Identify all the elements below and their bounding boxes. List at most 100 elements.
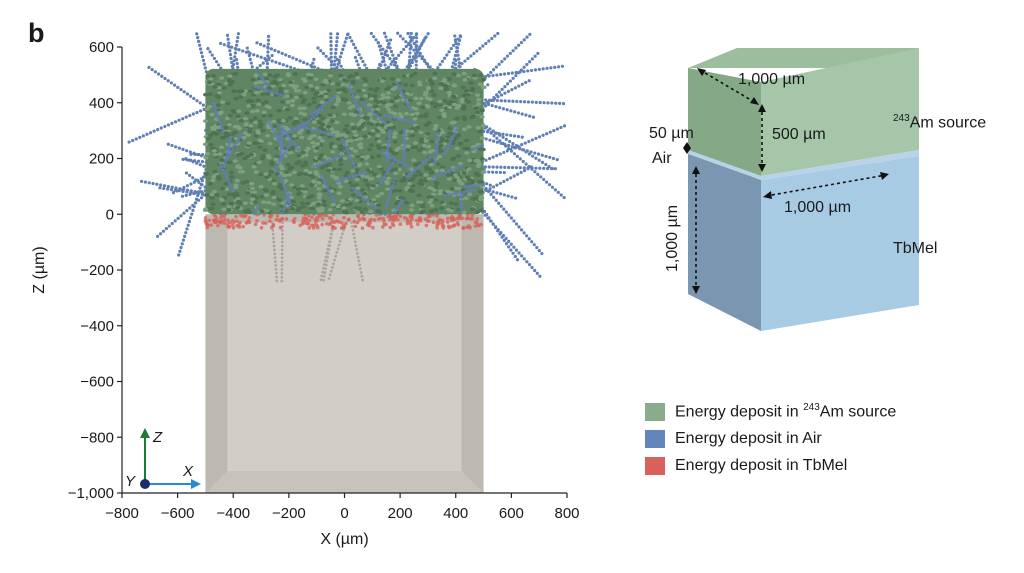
air-point: [182, 90, 186, 94]
air-point: [507, 213, 511, 217]
air-point: [522, 65, 526, 69]
tbmel-point: [374, 213, 379, 217]
air-point: [363, 63, 367, 67]
block-track-point: [358, 263, 362, 267]
air-point: [531, 154, 535, 158]
air-point: [526, 100, 531, 104]
air-point: [233, 46, 237, 51]
source-point: [439, 165, 446, 169]
air-point: [190, 212, 194, 216]
air-point: [554, 101, 558, 105]
air-point: [499, 204, 503, 208]
air-point: [496, 31, 500, 36]
air-point: [409, 31, 413, 36]
block-track-point: [280, 264, 284, 267]
air-point: [353, 46, 358, 50]
air-point: [513, 86, 517, 90]
tbmel-point: [378, 216, 383, 221]
air-point: [527, 263, 532, 267]
tbmel-point: [390, 215, 394, 219]
air-point: [494, 65, 498, 69]
air-point: [350, 39, 354, 43]
block-track-point: [280, 236, 284, 240]
air-point: [525, 62, 529, 67]
air-point: [298, 59, 302, 63]
air-point: [487, 157, 492, 161]
air-point: [399, 50, 403, 54]
air-point: [551, 156, 556, 161]
block-track-point: [322, 278, 325, 282]
air-point: [302, 60, 306, 65]
air-point: [493, 34, 497, 38]
air-point: [150, 67, 154, 72]
air-point: [163, 76, 167, 81]
source-point: [215, 95, 222, 100]
air-point: [487, 39, 491, 43]
source-point: [286, 172, 293, 177]
air-point: [153, 70, 157, 74]
tbmel-point: [398, 214, 403, 218]
air-point: [507, 143, 511, 148]
air-point: [456, 42, 461, 46]
air-point: [490, 103, 494, 108]
air-point: [501, 135, 505, 139]
air-point: [173, 188, 177, 192]
air-point: [333, 59, 337, 63]
air-point: [484, 98, 488, 102]
air-point: [534, 100, 538, 104]
tbmel-point: [277, 218, 281, 222]
tbmel-point: [371, 225, 375, 230]
air-point: [492, 96, 496, 100]
source-point: [205, 74, 211, 79]
air-point: [525, 234, 529, 238]
block-track-point: [281, 229, 284, 232]
source-point: [287, 115, 293, 120]
air-point: [404, 40, 408, 44]
tbmel-point: [278, 225, 283, 230]
air-point: [127, 140, 131, 144]
block-track-point: [334, 254, 338, 258]
air-point: [206, 47, 210, 51]
air-point: [550, 101, 554, 105]
air-point: [334, 47, 338, 51]
air-point: [411, 55, 416, 59]
air-point: [210, 53, 214, 57]
air-point: [504, 236, 508, 241]
block-track-point: [273, 256, 277, 260]
air-point: [166, 187, 170, 191]
air-point: [180, 242, 184, 246]
air-point: [491, 73, 495, 78]
air-point: [198, 43, 202, 47]
source-point: [368, 209, 374, 214]
air-point: [522, 100, 527, 104]
source-point: [254, 108, 260, 113]
tbmel-point: [387, 214, 392, 219]
air-point: [160, 74, 164, 78]
air-point: [491, 190, 495, 194]
air-point: [492, 139, 496, 143]
air-point: [420, 55, 424, 59]
air-point: [284, 53, 288, 57]
source-point: [339, 199, 345, 203]
air-point: [357, 53, 361, 57]
air-point: [195, 110, 199, 115]
air-point: [186, 223, 190, 227]
air-point: [372, 35, 376, 39]
air-point: [540, 251, 544, 256]
air-point: [534, 156, 538, 160]
air-point: [185, 92, 189, 96]
block-track-point: [280, 279, 284, 283]
air-point: [522, 231, 526, 235]
air-point: [198, 109, 203, 113]
air-point: [498, 152, 502, 156]
tbmel-point: [203, 216, 208, 220]
air-point: [195, 161, 199, 165]
block-track-point: [273, 248, 276, 252]
block-track-point: [327, 244, 331, 247]
air-point: [414, 36, 419, 40]
source-point: [251, 165, 257, 169]
tbmel-point: [275, 214, 280, 218]
air-point: [549, 66, 553, 70]
air-point: [408, 51, 412, 55]
air-point: [481, 44, 485, 48]
